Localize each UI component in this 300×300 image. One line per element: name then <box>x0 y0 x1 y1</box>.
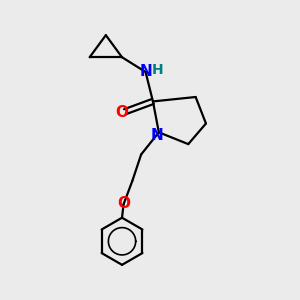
Text: N: N <box>139 64 152 79</box>
Text: O: O <box>115 105 128 120</box>
Text: O: O <box>118 196 130 211</box>
Text: N: N <box>151 128 164 143</box>
Text: H: H <box>152 63 164 76</box>
